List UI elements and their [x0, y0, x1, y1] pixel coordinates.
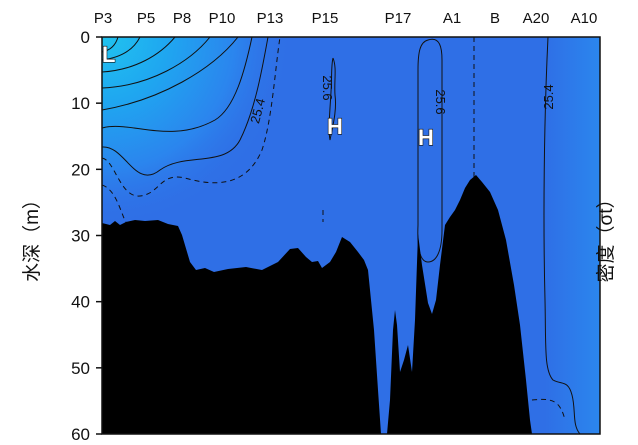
station-label: P3: [94, 10, 112, 27]
y-tick-label: 50: [71, 359, 90, 378]
station-label: B: [490, 10, 500, 27]
station-label: P5: [137, 10, 155, 27]
station-label: A20: [523, 10, 550, 27]
right-axis-title: 密度（σt）: [595, 189, 617, 282]
contour-line-dashed: [531, 398, 566, 421]
contour-label: 25.6: [320, 75, 335, 100]
contour-label: 25.4: [247, 97, 268, 125]
y-tick-label: 0: [81, 28, 90, 47]
contour-line: [102, 37, 239, 111]
contour-line: [102, 37, 253, 132]
station-labels: P3 P5 P8 P10 P13 P15 P17 A1 B A20 A10: [94, 10, 598, 27]
y-tick-label: 10: [71, 94, 90, 113]
station-label: P8: [173, 10, 191, 27]
contour-line: [102, 37, 269, 176]
surface-water-shading: [102, 37, 362, 237]
contour-line: [102, 37, 176, 73]
contour-line: [417, 38, 443, 263]
contour-label: 25.4: [541, 84, 556, 109]
station-label: P10: [209, 10, 236, 27]
y-tick-label: 20: [71, 160, 90, 179]
contour-line: [328, 57, 336, 141]
high-marker: H: [418, 125, 434, 150]
station-label: A1: [443, 10, 461, 27]
contour-label-group: 25.4 25.6 25.6 25.4: [247, 75, 556, 125]
station-label: P17: [385, 10, 412, 27]
y-axis: 0 10 20 30 40 50 60: [71, 28, 102, 444]
contour-line: [102, 37, 119, 53]
station-label: A10: [571, 10, 598, 27]
high-marker: H: [327, 114, 343, 139]
seafloor: [102, 175, 532, 434]
contour-line: [102, 37, 211, 89]
y-tick-label: 30: [71, 227, 90, 246]
contour-label: 25.6: [433, 89, 448, 114]
right-water-band: [545, 37, 600, 434]
y-tick-label: 40: [71, 293, 90, 312]
low-marker: L: [102, 42, 115, 67]
contour-line-dashed: [102, 37, 281, 197]
station-label: P13: [257, 10, 284, 27]
station-label: P15: [312, 10, 339, 27]
y-tick-label: 60: [71, 425, 90, 444]
plot-area: [102, 37, 600, 434]
y-axis-title: 水深（m）: [21, 190, 43, 282]
contour-line: [543, 37, 581, 434]
contour-line: [102, 37, 141, 61]
